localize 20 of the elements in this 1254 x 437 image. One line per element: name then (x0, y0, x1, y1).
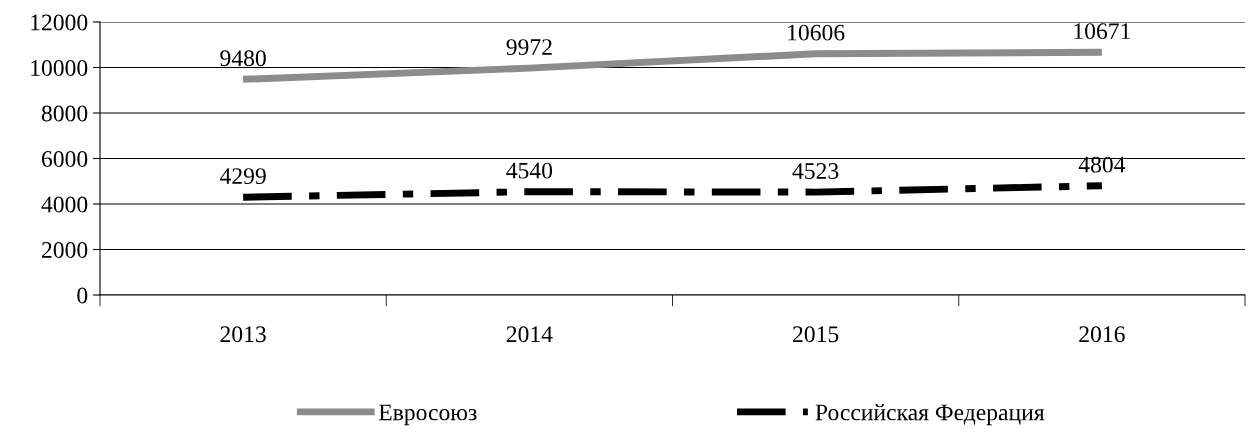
x-tick-label: 2016 (1079, 326, 1125, 343)
data-label: 10671 (1074, 23, 1130, 40)
y-tick-label: 4000 (41, 196, 88, 213)
y-tick-label: 6000 (41, 150, 88, 167)
data-label: 4523 (792, 163, 839, 179)
x-tick-label: 2015 (793, 326, 839, 343)
y-tick-label: 12000 (31, 14, 88, 31)
x-tick-label: 2013 (220, 326, 266, 343)
data-label: 9480 (220, 50, 266, 67)
legend-label: Евросоюз (378, 404, 477, 426)
data-label: 4540 (506, 162, 553, 179)
y-tick-label: 8000 (41, 105, 88, 122)
legend-label: Российская Федерация (815, 403, 1045, 426)
data-label: 4299 (219, 168, 266, 185)
data-label: 9972 (506, 39, 552, 56)
y-tick-label: 2000 (42, 241, 88, 258)
y-tick-label: 10000 (31, 59, 88, 76)
data-label: 10606 (788, 24, 845, 41)
x-tick-label: 2014 (506, 326, 553, 343)
y-tick-label: 0 (77, 287, 88, 304)
